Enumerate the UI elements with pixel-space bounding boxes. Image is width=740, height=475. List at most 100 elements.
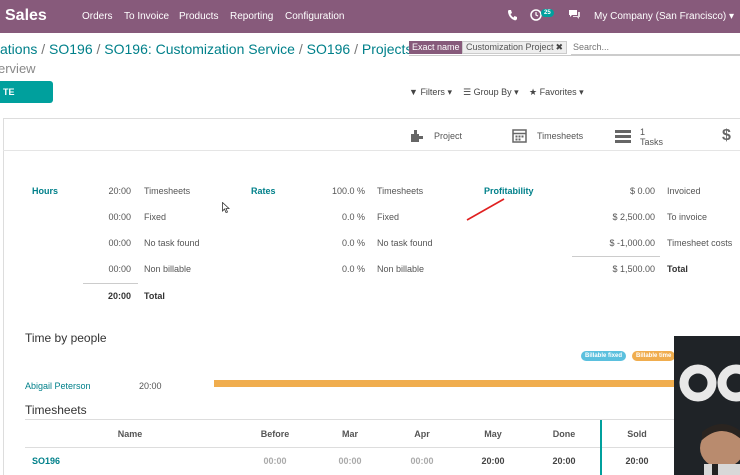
column-header-done: Done (552, 429, 576, 439)
breadcrumb-item-projects[interactable]: Projects (361, 41, 413, 57)
menu-configuration[interactable]: Configuration (285, 11, 345, 22)
chevron-down-icon: ▾ (729, 11, 735, 22)
hours-total-label: Total (144, 291, 165, 301)
profit-total-divider (572, 256, 660, 257)
profit-timesheet-costs-label: Timesheet costs (667, 238, 733, 248)
profit-invoiced-value: $ 0.00 (629, 186, 655, 196)
star-icon: ★ (529, 87, 538, 97)
hours-timesheets-value: 20:00 (108, 186, 131, 196)
menu-products[interactable]: Products (179, 11, 219, 22)
layers-icon: ☰ (463, 87, 472, 97)
caret-down-icon: ▾ (579, 87, 584, 97)
rates-no-task-value: 0.0 % (341, 238, 365, 248)
group-by-button[interactable]: ☰ Group By ▾ (463, 87, 519, 97)
caret-down-icon: ▾ (514, 87, 519, 97)
done-column-divider (600, 420, 602, 475)
profit-total-label: Total (667, 264, 688, 274)
page-subtitle: erview (0, 61, 36, 76)
column-header-may: May (484, 429, 502, 439)
search-facet: Customization Project ✖ (462, 41, 568, 54)
time-by-people-title: Time by people (25, 331, 107, 345)
rates-fixed-value: 0.0 % (341, 212, 365, 222)
profit-to-invoice-label: To invoice (667, 212, 708, 222)
company-switcher[interactable]: My Company (San Francisco) ▾ (594, 11, 735, 22)
rates-non-billable-label: Non billable (377, 264, 425, 274)
profit-total-value: $ 1,500.00 (612, 264, 655, 274)
person-hours: 20:00 (139, 381, 162, 391)
profitability-title: Profitability (484, 186, 534, 196)
phone-icon[interactable] (507, 9, 517, 24)
tasks-icon (615, 129, 631, 146)
legend-billable-fixed: Billable fixed (581, 351, 627, 361)
caret-down-icon: ▾ (447, 87, 452, 97)
column-header-before: Before (260, 429, 290, 439)
row-may: 20:00 (481, 456, 505, 466)
row-done: 20:00 (552, 456, 576, 466)
timesheets-title: Timesheets (25, 403, 87, 417)
favorites-button[interactable]: ★ Favorites ▾ (529, 87, 584, 97)
hours-timesheets-label: Timesheets (144, 186, 191, 196)
rates-title: Rates (251, 186, 276, 196)
rates-timesheets-value: 100.0 % (331, 186, 365, 196)
filter-icon: ▼ (409, 87, 418, 97)
person-name[interactable]: Abigail Peterson (25, 381, 91, 391)
breadcrumb-item-customization-service[interactable]: SO196: Customization Service (104, 41, 295, 57)
app-name[interactable]: Sales (5, 7, 47, 24)
hours-non-billable-value: 00:00 (108, 264, 131, 274)
hours-fixed-label: Fixed (144, 212, 167, 222)
tasks-stat-button[interactable]: Tasks (640, 137, 664, 147)
row-name-so196[interactable]: SO196 (32, 456, 61, 466)
breadcrumb-item-quotations[interactable]: ations (0, 41, 38, 57)
hours-total-value: 20:00 (107, 291, 131, 301)
filters-button[interactable]: ▼ Filters ▾ (409, 87, 452, 97)
chat-icon[interactable] (568, 9, 581, 23)
rates-no-task-label: No task found (377, 238, 433, 248)
search-facet-label: Exact name (409, 41, 463, 54)
menu-reporting[interactable]: Reporting (230, 11, 274, 22)
breadcrumb-item-so196-second[interactable]: SO196 (306, 41, 351, 57)
activity-count-badge: 25 (541, 9, 554, 17)
row-before: 00:00 (263, 456, 287, 466)
stat-buttons-divider (3, 150, 740, 151)
project-overview-panel (3, 118, 740, 475)
rates-fixed-label: Fixed (377, 212, 400, 222)
project-stat-button[interactable]: Project (434, 131, 463, 141)
breadcrumb-item-so196[interactable]: SO196 (49, 41, 93, 57)
column-header-name: Name (117, 429, 143, 439)
calendar-icon (512, 128, 527, 146)
search-underline (409, 55, 740, 56)
mouse-cursor-icon (222, 202, 230, 213)
profit-timesheet-costs-value: $ -1,000.00 (609, 238, 655, 248)
annotation-arrow (466, 198, 505, 221)
breadcrumb: ations / SO196 / SO196: Customization Se… (0, 41, 413, 57)
presenter-webcam-overlay (674, 336, 740, 475)
row-sold: 20:00 (625, 456, 649, 466)
tasks-count[interactable]: 1 (640, 127, 646, 137)
puzzle-icon (410, 129, 424, 146)
row-mar: 00:00 (338, 456, 362, 466)
column-header-sold: Sold (627, 429, 647, 439)
row-apr: 00:00 (410, 456, 434, 466)
timesheets-stat-button[interactable]: Timesheets (537, 131, 584, 141)
create-invoice-button[interactable]: TE INVOICE (0, 81, 53, 119)
column-header-apr: Apr (414, 429, 430, 439)
rates-timesheets-label: Timesheets (377, 186, 424, 196)
profit-to-invoice-value: $ 2,500.00 (612, 212, 655, 222)
hours-no-task-label: No task found (144, 238, 200, 248)
search-input[interactable] (571, 40, 740, 55)
hours-total-divider (83, 283, 138, 284)
menu-to-invoice[interactable]: To Invoice (124, 11, 170, 22)
timesheets-header-border (25, 447, 685, 448)
hours-no-task-value: 00:00 (108, 238, 131, 248)
close-icon[interactable]: ✖ (555, 42, 564, 52)
timesheets-top-border (25, 419, 685, 420)
hours-fixed-value: 00:00 (108, 212, 131, 222)
menu-orders[interactable]: Orders (82, 11, 113, 22)
dollar-icon[interactable]: $ (722, 127, 731, 144)
rates-non-billable-value: 0.0 % (341, 264, 365, 274)
profit-invoiced-label: Invoiced (667, 186, 701, 196)
column-header-mar: Mar (341, 429, 358, 439)
top-navbar: Sales Orders To Invoice Products Reporti… (0, 0, 740, 33)
legend-billable-time: Billable time (632, 351, 676, 361)
hours-title: Hours (32, 186, 59, 196)
